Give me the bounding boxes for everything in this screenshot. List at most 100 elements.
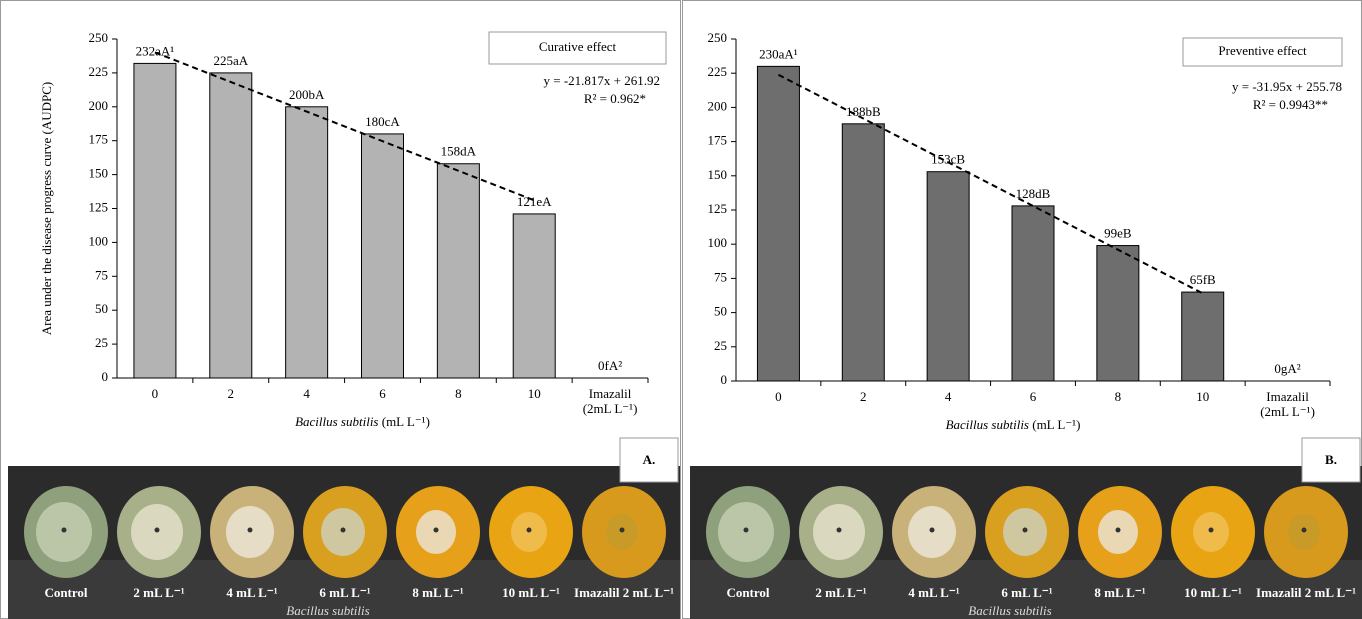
trend-equation: y = -21.817x + 261.92: [544, 73, 661, 88]
value-label: 232aA¹: [136, 43, 175, 58]
x-tick-label: 8: [1115, 389, 1122, 404]
photo-label: Imazalil 2 mL L⁻¹: [1256, 585, 1356, 600]
bar: [210, 73, 252, 378]
fruit-dot: [1023, 528, 1028, 533]
photo-label: 6 mL L⁻¹: [1001, 585, 1052, 600]
photo-label: 2 mL L⁻¹: [815, 585, 866, 600]
y-tick-label: 50: [714, 304, 727, 319]
legend-title: Curative effect: [539, 39, 617, 54]
x-tick-label: 4: [945, 389, 952, 404]
fruit-dot: [837, 528, 842, 533]
value-label: 0fA²: [598, 358, 622, 373]
x-tick-label: 8: [455, 386, 462, 401]
trend-r2: R² = 0.9943**: [1253, 97, 1328, 112]
category-note: (2mL L⁻¹): [1260, 404, 1315, 419]
y-tick-label: 125: [89, 199, 109, 214]
bar: [1097, 246, 1139, 381]
fruit-dot: [1302, 528, 1307, 533]
value-label: 200bA: [289, 87, 325, 102]
value-label: 153cB: [931, 152, 965, 167]
photo-caption: Bacillus subtilis: [968, 603, 1051, 618]
value-label: 225aA: [213, 53, 248, 68]
photo-label: 10 mL L⁻¹: [502, 585, 560, 600]
value-label: 158dA: [441, 144, 477, 159]
value-label: 65fB: [1190, 272, 1216, 287]
bar: [437, 164, 479, 378]
fruit-dot: [341, 528, 346, 533]
y-tick-label: 225: [89, 64, 109, 79]
fruit-dot: [1116, 528, 1121, 533]
panel-label: B.: [1325, 452, 1337, 467]
bar: [1182, 292, 1224, 381]
y-tick-label: 25: [95, 335, 108, 350]
x-tick-label: 0: [775, 389, 782, 404]
y-tick-label: 50: [95, 301, 108, 316]
fruit-dot: [1209, 528, 1214, 533]
bar: [757, 66, 799, 381]
fruit-dot: [155, 528, 160, 533]
photo-label: 2 mL L⁻¹: [133, 585, 184, 600]
x-axis-label: Bacillus subtilis (mL L⁻¹): [946, 417, 1081, 432]
fruit-dot: [744, 528, 749, 533]
value-label: 0gA²: [1274, 361, 1300, 376]
x-axis-label: Bacillus subtilis (mL L⁻¹): [295, 414, 430, 429]
y-tick-label: 0: [102, 369, 109, 384]
photo-label: 8 mL L⁻¹: [1094, 585, 1145, 600]
y-tick-label: 225: [708, 64, 728, 79]
value-label: 99eB: [1104, 226, 1132, 241]
x-tick-label: 10: [1196, 389, 1209, 404]
y-tick-label: 125: [708, 201, 728, 216]
value-label: 180cA: [365, 114, 400, 129]
y-tick-label: 150: [708, 167, 728, 182]
photo-label: Control: [726, 585, 769, 600]
photo-label: Imazalil 2 mL L⁻¹: [574, 585, 674, 600]
y-tick-label: 100: [89, 233, 109, 248]
x-tick-label: 2: [860, 389, 867, 404]
bar: [842, 124, 884, 381]
bar: [286, 107, 328, 378]
bar: [927, 172, 969, 381]
x-tick-label: 0: [152, 386, 159, 401]
y-tick-label: 200: [89, 98, 109, 113]
x-axis-label-unit: (mL L⁻¹): [1032, 417, 1080, 432]
y-tick-label: 75: [95, 267, 108, 282]
fruit-dot: [248, 528, 253, 533]
x-tick-label: 4: [303, 386, 310, 401]
photo-label: 8 mL L⁻¹: [412, 585, 463, 600]
bar: [513, 214, 555, 378]
y-tick-label: 175: [708, 133, 728, 148]
fruit-dot: [930, 528, 935, 533]
value-label: 230aA¹: [759, 46, 798, 61]
fruit-dot: [434, 528, 439, 533]
y-tick-label: 0: [721, 372, 728, 387]
fruit-dot: [62, 528, 67, 533]
bar: [134, 63, 176, 378]
y-tick-label: 200: [708, 98, 728, 113]
trend-equation: y = -31.95x + 255.78: [1232, 79, 1342, 94]
trend-r2: R² = 0.962*: [584, 91, 646, 106]
category-note: (2mL L⁻¹): [583, 401, 638, 416]
legend-title: Preventive effect: [1218, 43, 1307, 58]
bar: [362, 134, 404, 378]
x-tick-label: Imazalil: [1266, 389, 1309, 404]
photo-label: 10 mL L⁻¹: [1184, 585, 1242, 600]
y-tick-label: 75: [714, 269, 727, 284]
x-tick-label: 2: [228, 386, 235, 401]
y-axis-label: Area under the disease progress curve (A…: [39, 82, 54, 335]
photo-label: 6 mL L⁻¹: [319, 585, 370, 600]
x-tick-label: 6: [379, 386, 386, 401]
x-axis-label-species: Bacillus subtilis: [946, 417, 1029, 432]
figure: 0255075100125150175200225250Area under t…: [0, 0, 1362, 619]
x-tick-label: 10: [528, 386, 541, 401]
y-tick-label: 250: [708, 30, 728, 45]
photo-label: 4 mL L⁻¹: [226, 585, 277, 600]
panel-label: A.: [643, 452, 656, 467]
x-axis-label-unit: (mL L⁻¹): [382, 414, 430, 429]
fruit-dot: [620, 528, 625, 533]
photo-label: 4 mL L⁻¹: [908, 585, 959, 600]
x-axis-label-species: Bacillus subtilis: [295, 414, 378, 429]
y-tick-label: 100: [708, 235, 728, 250]
photo-caption: Bacillus subtilis: [286, 603, 369, 618]
fruit-dot: [527, 528, 532, 533]
y-tick-label: 150: [89, 166, 109, 181]
